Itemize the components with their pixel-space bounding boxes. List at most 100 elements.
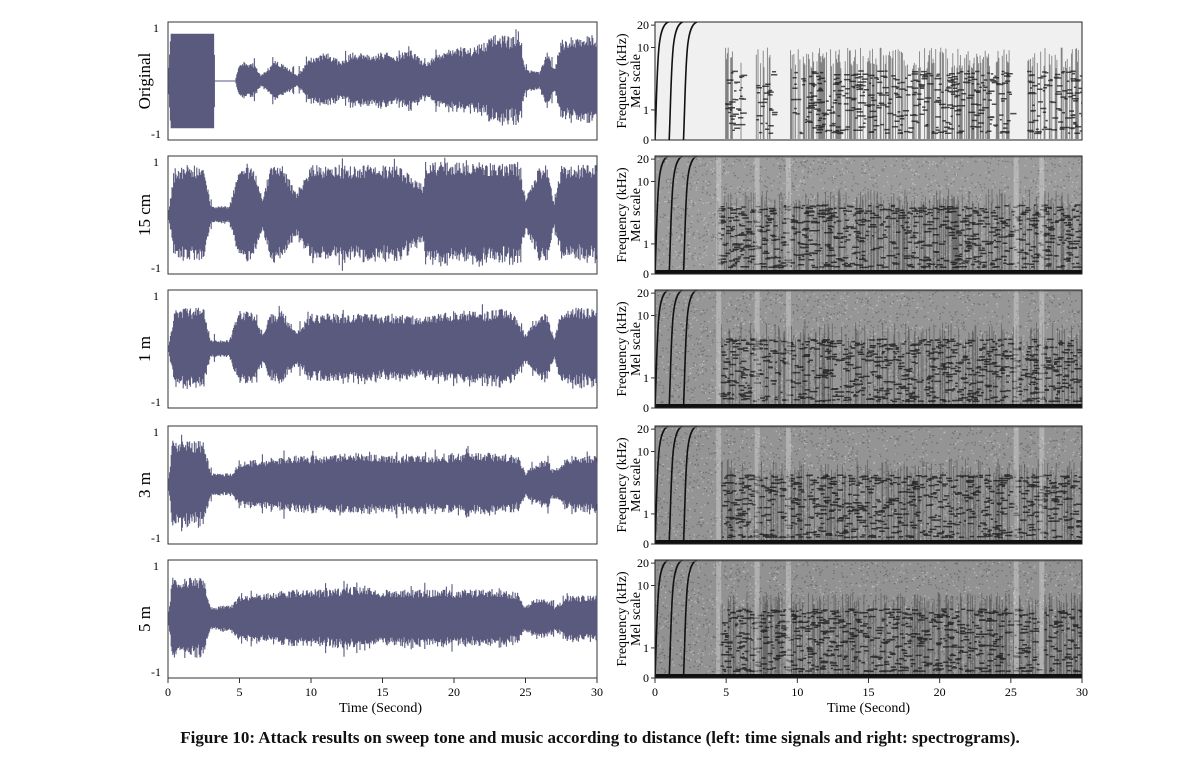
y-tick-label: 1	[153, 21, 159, 35]
spectrogram-gap	[1013, 426, 1019, 544]
spectrogram-onsets	[725, 47, 1079, 139]
x-tick-label: 5	[237, 685, 243, 699]
sweep-curve	[655, 290, 669, 408]
sweep-curve	[668, 22, 684, 140]
spectrogram-harmonics	[717, 204, 1082, 269]
y-tick-label: 10	[637, 175, 649, 189]
spectrogram-music	[717, 188, 1082, 273]
spectrogram-gap	[785, 426, 791, 544]
y-axis-label: Frequency (kHz)	[615, 33, 630, 129]
spectrogram-image	[655, 560, 1082, 678]
row-label: 3 m	[135, 472, 154, 498]
x-axis-label: Time (Second)	[339, 701, 422, 716]
low-band	[655, 404, 1082, 408]
row-label: Original	[135, 52, 154, 109]
waveform-trace	[168, 434, 598, 532]
sweep-curve	[655, 426, 669, 544]
x-tick-label: 25	[520, 685, 532, 699]
y-tick-label: 20	[637, 556, 649, 570]
x-tick-label: 10	[791, 685, 803, 699]
spectrogram-gap	[716, 426, 722, 544]
y-tick-label: 10	[637, 579, 649, 593]
sweep-curve	[668, 290, 684, 408]
spectrogram-gap	[716, 560, 722, 678]
y-axis-sublabel: Mel scale	[629, 458, 644, 512]
spectrogram-music	[718, 322, 1082, 407]
y-tick-label: 1	[643, 103, 649, 117]
spectrogram-music	[719, 592, 1082, 677]
y-tick-label: 0	[643, 401, 649, 415]
spectrogram-panel-5: 0 1 10 20 Frequency (kHz) Mel scale	[615, 556, 1083, 685]
spectrogram-gap	[716, 156, 722, 274]
y-tick-label: -1	[151, 395, 161, 409]
y-tick-label: -1	[151, 531, 161, 545]
spectrogram-gap	[785, 290, 791, 408]
spectrogram-panel-2: 0 1 10 20 Frequency (kHz) Mel scale	[615, 152, 1083, 281]
spectrogram-noise-light	[655, 290, 1082, 408]
top-band	[655, 156, 1082, 158]
waveform-panel-4: 1 -1 3 m	[135, 425, 598, 545]
y-axis-label: Frequency (kHz)	[615, 167, 630, 263]
sweep-curve	[668, 560, 684, 678]
y-tick-label: 20	[637, 152, 649, 166]
spectrogram-image	[655, 156, 1082, 274]
row-label: 5 m	[135, 606, 154, 632]
spectrogram-frame	[654, 425, 1083, 545]
y-tick-label: 1	[643, 641, 649, 655]
y-tick-label: 10	[637, 41, 649, 55]
spectrogram-gap	[1039, 426, 1045, 544]
spectrogram-music	[725, 47, 1082, 139]
spectrogram-image	[655, 22, 1082, 140]
spectrogram-noise	[655, 560, 1082, 678]
sweep-curve	[668, 156, 684, 274]
row-label: 1 m	[135, 336, 154, 362]
y-axis-label: Frequency (kHz)	[615, 437, 630, 533]
x-tick-label: 10	[305, 685, 317, 699]
spectrogram-panel-1: 0 1 10 20 Frequency (kHz) Mel scale	[615, 18, 1083, 147]
y-tick-label: 1	[153, 425, 159, 439]
spectrogram-panel-4: 0 1 10 20 Frequency (kHz) Mel scale	[615, 422, 1083, 551]
x-tick-label: 15	[377, 685, 389, 699]
x-tick-label: 0	[165, 685, 171, 699]
y-tick-label: -1	[151, 665, 161, 679]
sweep-curve	[655, 22, 669, 140]
sweep-curve	[668, 426, 684, 544]
spectrogram-gap	[754, 560, 760, 678]
spectrogram-gap	[1013, 290, 1019, 408]
x-tick-label: 20	[934, 685, 946, 699]
y-tick-label: 1	[643, 507, 649, 521]
x-tick-label: 15	[863, 685, 875, 699]
top-band	[655, 290, 1082, 292]
spectrogram-gap	[785, 156, 791, 274]
spectrogram-gap	[785, 560, 791, 678]
figure-caption: Figure 10: Attack results on sweep tone …	[180, 728, 1020, 747]
spectrogram-harmonics	[725, 70, 1082, 135]
spectrogram-image	[655, 426, 1082, 544]
sweep-curve	[682, 560, 698, 678]
spectrogram-gap	[716, 290, 722, 408]
spectrogram-gap	[1039, 156, 1045, 274]
spectrogram-gap	[1013, 560, 1019, 678]
y-tick-label: 20	[637, 422, 649, 436]
x-tick-label: 30	[591, 685, 603, 699]
low-band	[655, 270, 1082, 274]
y-tick-label: 1	[643, 371, 649, 385]
y-tick-label: -1	[151, 261, 161, 275]
spectrogram-gap	[754, 156, 760, 274]
spectrogram-gap	[754, 290, 760, 408]
spectrogram-harmonics	[721, 474, 1082, 539]
x-tick-label: 0	[652, 685, 658, 699]
spectrogram-frame	[654, 289, 1083, 409]
y-tick-label: 20	[637, 286, 649, 300]
y-tick-label: 1	[643, 237, 649, 251]
waveform-panel-5: 1 -1 5 m	[135, 559, 598, 679]
waveform-panel-3: 1 -1 1 m	[135, 289, 598, 409]
x-axis-label: Time (Second)	[827, 701, 910, 716]
spectrogram-music	[720, 458, 1082, 543]
spectrogram-image	[655, 290, 1082, 408]
y-tick-label: 0	[643, 537, 649, 551]
spectrogram-gap	[1039, 560, 1045, 678]
y-tick-label: 10	[637, 309, 649, 323]
sweep-curve	[682, 156, 698, 274]
low-band	[655, 674, 1082, 678]
